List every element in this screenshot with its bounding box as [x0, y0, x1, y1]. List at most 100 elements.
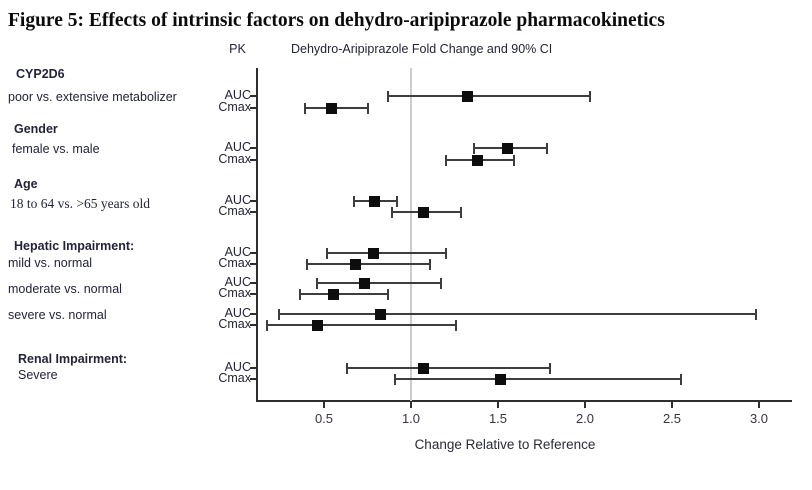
- row-axis-tick: [250, 313, 257, 315]
- point-estimate-marker: [472, 155, 484, 166]
- error-bar: [395, 378, 681, 380]
- x-axis-line: [256, 400, 792, 402]
- row-axis-tick: [250, 263, 257, 265]
- point-estimate-marker: [350, 259, 362, 270]
- group-subheading: Severe: [18, 368, 58, 382]
- error-bar: [266, 324, 457, 326]
- point-estimate-marker: [418, 207, 430, 218]
- ci-cap-right: [366, 103, 369, 114]
- ci-cap-left: [345, 363, 348, 374]
- ci-cap-right: [754, 309, 757, 320]
- point-estimate-marker: [359, 278, 371, 289]
- error-bar: [346, 367, 551, 369]
- row-axis-tick: [250, 252, 257, 254]
- ci-cap-left: [265, 320, 268, 331]
- group-heading: Age: [14, 177, 38, 191]
- pk-row-label: Cmax: [218, 256, 251, 270]
- x-tick-label: 1.0: [401, 411, 421, 426]
- error-bar: [299, 293, 389, 295]
- ci-cap-left: [316, 278, 319, 289]
- pk-row-label: AUC: [224, 360, 251, 374]
- ci-cap-right: [549, 363, 552, 374]
- ci-cap-left: [298, 289, 301, 300]
- pk-row-label: AUC: [224, 275, 251, 289]
- row-axis-tick: [250, 95, 257, 97]
- ci-cap-left: [326, 248, 329, 259]
- ci-cap-right: [589, 91, 592, 102]
- point-estimate-marker: [367, 248, 379, 259]
- x-tick: [671, 402, 673, 408]
- pk-row-label: Cmax: [218, 100, 251, 114]
- row-axis-tick: [250, 147, 257, 149]
- group-subheading: moderate vs. normal: [8, 282, 122, 296]
- ci-cap-left: [472, 143, 475, 154]
- group-subheading: severe vs. normal: [8, 308, 107, 322]
- ci-cap-left: [303, 103, 306, 114]
- pk-row-label: AUC: [224, 245, 251, 259]
- error-bar: [317, 282, 441, 284]
- group-subheading: 18 to 64 vs. >65 years old: [10, 196, 150, 211]
- ci-cap-right: [460, 207, 463, 218]
- x-tick: [758, 402, 760, 408]
- x-tick-label: 3.0: [749, 411, 769, 426]
- ci-cap-left: [444, 155, 447, 166]
- ci-cap-right: [679, 374, 682, 385]
- group-heading: Renal Impairment:: [18, 352, 128, 366]
- ci-cap-right: [387, 289, 390, 300]
- point-estimate-marker: [325, 103, 337, 114]
- group-heading: Gender: [14, 122, 58, 136]
- row-axis-tick: [250, 378, 257, 380]
- ci-cap-right: [512, 155, 515, 166]
- reference-line: [410, 68, 412, 401]
- group-subheading: female vs. male: [12, 142, 100, 156]
- pk-row-label: Cmax: [218, 286, 251, 300]
- ci-cap-right: [429, 259, 432, 270]
- error-bar: [306, 263, 431, 265]
- figure-title: Figure 5: Effects of intrinsic factors o…: [8, 10, 665, 31]
- x-tick-label: 2.0: [575, 411, 595, 426]
- x-tick-label: 1.5: [488, 411, 508, 426]
- pk-row-label: Cmax: [218, 371, 251, 385]
- x-tick-label: 0.5: [314, 411, 334, 426]
- group-heading: Hepatic Impairment:: [14, 239, 135, 253]
- point-estimate-marker: [312, 320, 324, 331]
- pk-row-label: AUC: [224, 193, 251, 207]
- pk-row-label: AUC: [224, 306, 251, 320]
- point-estimate-marker: [494, 374, 506, 385]
- point-estimate-marker: [418, 363, 430, 374]
- error-bar: [388, 95, 591, 97]
- row-axis-tick: [250, 107, 257, 109]
- ci-cap-right: [545, 143, 548, 154]
- ci-axis-header: Dehydro-Aripiprazole Fold Change and 90%…: [291, 42, 553, 56]
- ci-cap-left: [394, 374, 397, 385]
- ci-cap-left: [387, 91, 390, 102]
- ci-cap-right: [396, 196, 399, 207]
- point-estimate-marker: [461, 91, 473, 102]
- x-axis-title: Change Relative to Reference: [414, 437, 596, 452]
- ci-cap-left: [352, 196, 355, 207]
- x-tick-label: 2.5: [662, 411, 682, 426]
- row-axis-tick: [250, 367, 257, 369]
- x-tick: [584, 402, 586, 408]
- ci-cap-left: [305, 259, 308, 270]
- row-axis-tick: [250, 282, 257, 284]
- pk-row-label: Cmax: [218, 204, 251, 218]
- row-axis-tick: [250, 211, 257, 213]
- error-bar: [278, 313, 756, 315]
- pk-row-label: AUC: [224, 88, 251, 102]
- pk-row-label: Cmax: [218, 152, 251, 166]
- ci-cap-right: [455, 320, 458, 331]
- point-estimate-marker: [369, 196, 381, 207]
- pk-row-label: Cmax: [218, 317, 251, 331]
- x-tick: [323, 402, 325, 408]
- y-axis-line: [256, 68, 258, 402]
- group-subheading: mild vs. normal: [8, 256, 93, 270]
- group-subheading: poor vs. extensive metabolizer: [8, 90, 177, 104]
- group-heading: CYP2D6: [16, 67, 65, 81]
- row-axis-tick: [250, 200, 257, 202]
- pk-column-header: PK: [229, 42, 246, 56]
- ci-cap-right: [444, 248, 447, 259]
- ci-cap-right: [439, 278, 442, 289]
